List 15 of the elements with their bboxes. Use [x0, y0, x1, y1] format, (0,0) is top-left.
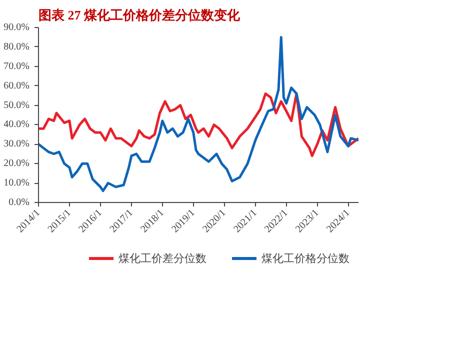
y-tick-label: 30.0% [4, 138, 30, 150]
y-tick-label: 0.0% [8, 197, 30, 208]
chart-title: 图表 27 煤化工价格价差分位数变化 [38, 8, 241, 22]
y-tick-label: 10.0% [4, 178, 30, 189]
y-tick-label: 50.0% [4, 100, 30, 111]
legend-label: 煤化工价差分位数 [118, 252, 206, 266]
y-tick-label: 60.0% [4, 80, 30, 92]
y-tick-label: 20.0% [4, 158, 30, 170]
y-tick-label: 70.0% [4, 60, 30, 72]
line-series [38, 92, 358, 158]
y-tick-label: 40.0% [4, 119, 30, 130]
y-tick-label: 90.0% [4, 22, 30, 33]
legend-label: 煤化工价格分位数 [262, 252, 350, 266]
y-tick-label: 80.0% [4, 41, 30, 52]
line-series [38, 36, 358, 192]
